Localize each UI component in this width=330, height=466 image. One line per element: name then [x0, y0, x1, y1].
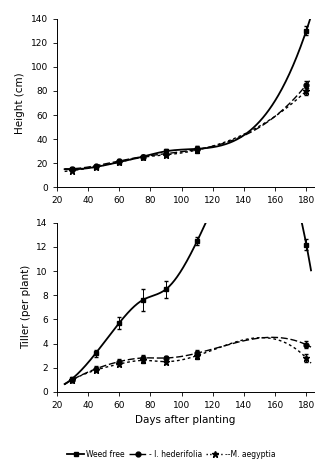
- Y-axis label: Tiller (per plant): Tiller (per plant): [21, 265, 31, 350]
- X-axis label: Days after planting: Days after planting: [135, 415, 236, 425]
- Legend: Weed free, - I. hederifolia, --M. aegyptia: Weed free, - I. hederifolia, --M. aegypt…: [64, 447, 279, 462]
- Y-axis label: Height (cm): Height (cm): [15, 72, 25, 134]
